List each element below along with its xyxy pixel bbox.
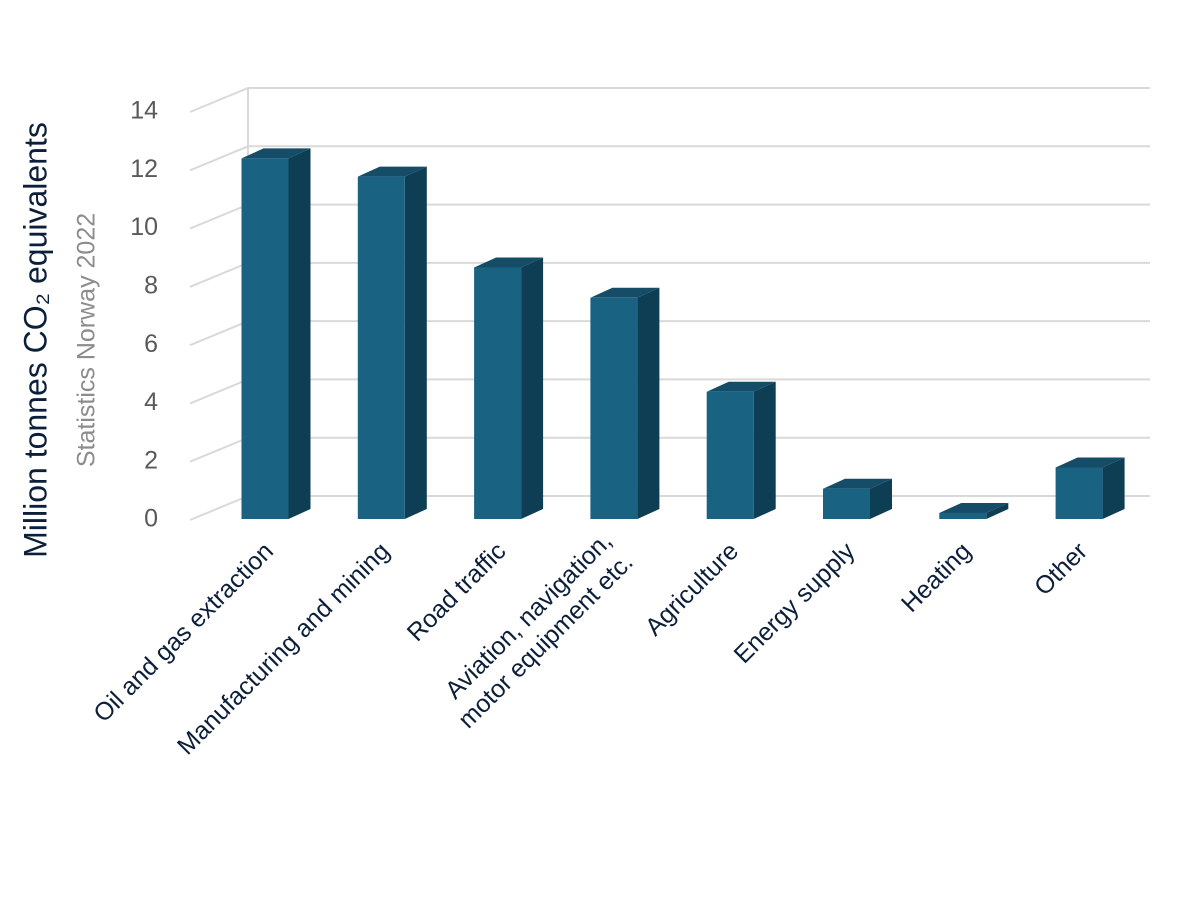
bar-top [241,148,311,159]
bar [1055,457,1125,519]
bar-side [870,478,892,519]
y-tick-label: 12 [130,155,158,183]
bar-top [939,502,1009,513]
bar [241,148,311,519]
subtitle: Statistics Norway 2022 [73,213,101,467]
x-tick-label: Other [1029,537,1093,601]
bar-front [474,267,522,519]
y-tick-label: 2 [144,446,158,474]
y-tick-label: 4 [144,388,158,416]
bar [706,381,776,519]
bar-front [1055,467,1103,519]
bar [823,478,892,519]
y-tick-label: 6 [144,330,158,358]
y-tick-label: 14 [130,97,158,125]
bar-front [939,512,987,519]
bar-top [590,287,660,298]
grid-line [189,378,1150,405]
grid-line [189,203,1150,230]
bar-front [706,391,754,519]
y-tick-label: 10 [130,213,158,241]
grid-line [189,145,1150,172]
bar-side [521,257,544,519]
grid-line [189,436,1150,463]
bar-side [986,502,1009,519]
x-tick-label: Manufacturing and mining [172,537,395,760]
bar-side [288,148,311,519]
bar [590,287,660,519]
x-tick-label: Heating [896,537,977,618]
bar-top [706,381,776,392]
x-tick-label: Agriculture [640,537,744,641]
bar-front [823,488,870,519]
grid-line [189,320,1150,347]
grid-line [189,261,1150,288]
bar [357,166,427,520]
bar-side [637,287,660,519]
y-axis-title: Million tonnes CO₂ equivalents [17,122,53,558]
bar-top [823,478,892,489]
bar-top [1055,457,1125,468]
bar-top [474,257,544,268]
bar-top [357,166,427,177]
bar-side [1102,457,1125,519]
bar-front [241,158,289,519]
x-tick-label: Aviation, navigation,motor equipment etc… [431,527,638,734]
bar-side [753,381,776,519]
bar-front [357,176,405,520]
bar-side [404,166,427,520]
x-tick-label: Energy supply [729,537,861,669]
grid-line [189,87,1150,113]
bar-front [590,297,638,519]
bar [939,502,1009,519]
y-tick-label: 8 [144,271,158,299]
bar [474,257,544,519]
y-tick-label: 0 [144,505,158,533]
